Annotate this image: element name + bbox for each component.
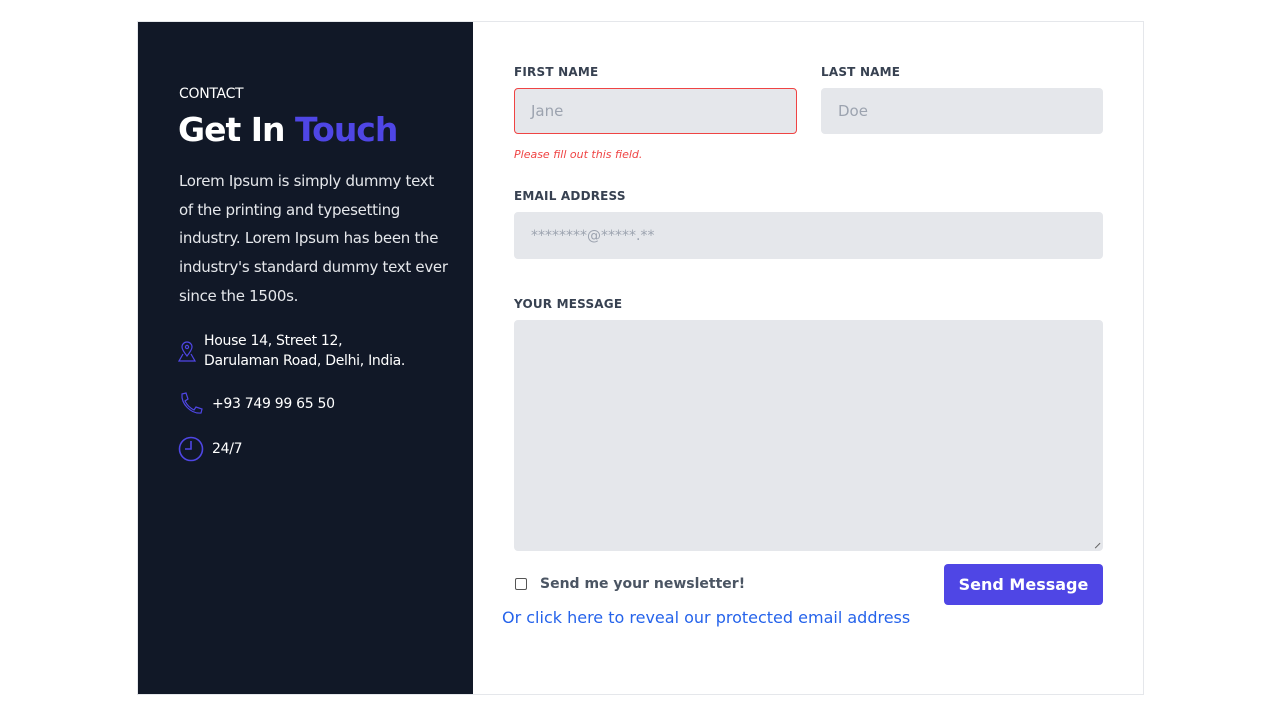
message-textarea[interactable]: [514, 320, 1103, 551]
hours-item: 24/7: [178, 436, 243, 462]
contact-form: FIRST NAME Jane Please fill out this fie…: [473, 22, 1143, 694]
description: Lorem Ipsum is simply dummy text of the …: [179, 172, 448, 305]
section-kicker: CONTACT: [179, 86, 244, 102]
address-text: House 14, Street 12, Darulaman Road, Del…: [204, 333, 406, 369]
map-pin-icon: [178, 341, 196, 362]
contact-info-panel: CONTACT Get In Touch Lorem Ipsum is simp…: [138, 22, 473, 694]
email-label: EMAIL ADDRESS: [514, 189, 626, 203]
email-input[interactable]: ********@*****.**: [514, 212, 1103, 259]
first-name-input[interactable]: Jane: [514, 88, 797, 134]
last-name-label: LAST NAME: [821, 65, 901, 79]
first-name-error: Please fill out this field.: [514, 148, 643, 161]
title-accent: Touch: [295, 110, 398, 149]
newsletter-checkbox[interactable]: [515, 578, 527, 590]
first-name-label: FIRST NAME: [514, 65, 599, 79]
phone-text: +93 749 99 65 50: [212, 396, 335, 412]
clock-icon: [178, 436, 204, 462]
send-message-button[interactable]: Send Message: [944, 564, 1103, 605]
reveal-email-link[interactable]: Or click here to reveal our protected em…: [502, 608, 911, 627]
contact-card: CONTACT Get In Touch Lorem Ipsum is simp…: [137, 21, 1144, 695]
page-title: Get In Touch: [178, 110, 398, 149]
resize-handle-icon[interactable]: [1090, 538, 1101, 549]
hours-text: 24/7: [212, 441, 243, 457]
message-label: YOUR MESSAGE: [514, 297, 623, 311]
address-item: House 14, Street 12, Darulaman Road, Del…: [178, 331, 414, 371]
phone-icon: [181, 392, 203, 414]
phone-item: +93 749 99 65 50: [178, 392, 335, 416]
newsletter-label[interactable]: Send me your newsletter!: [540, 576, 746, 592]
title-main: Get In: [178, 110, 286, 149]
last-name-input[interactable]: Doe: [821, 88, 1103, 134]
